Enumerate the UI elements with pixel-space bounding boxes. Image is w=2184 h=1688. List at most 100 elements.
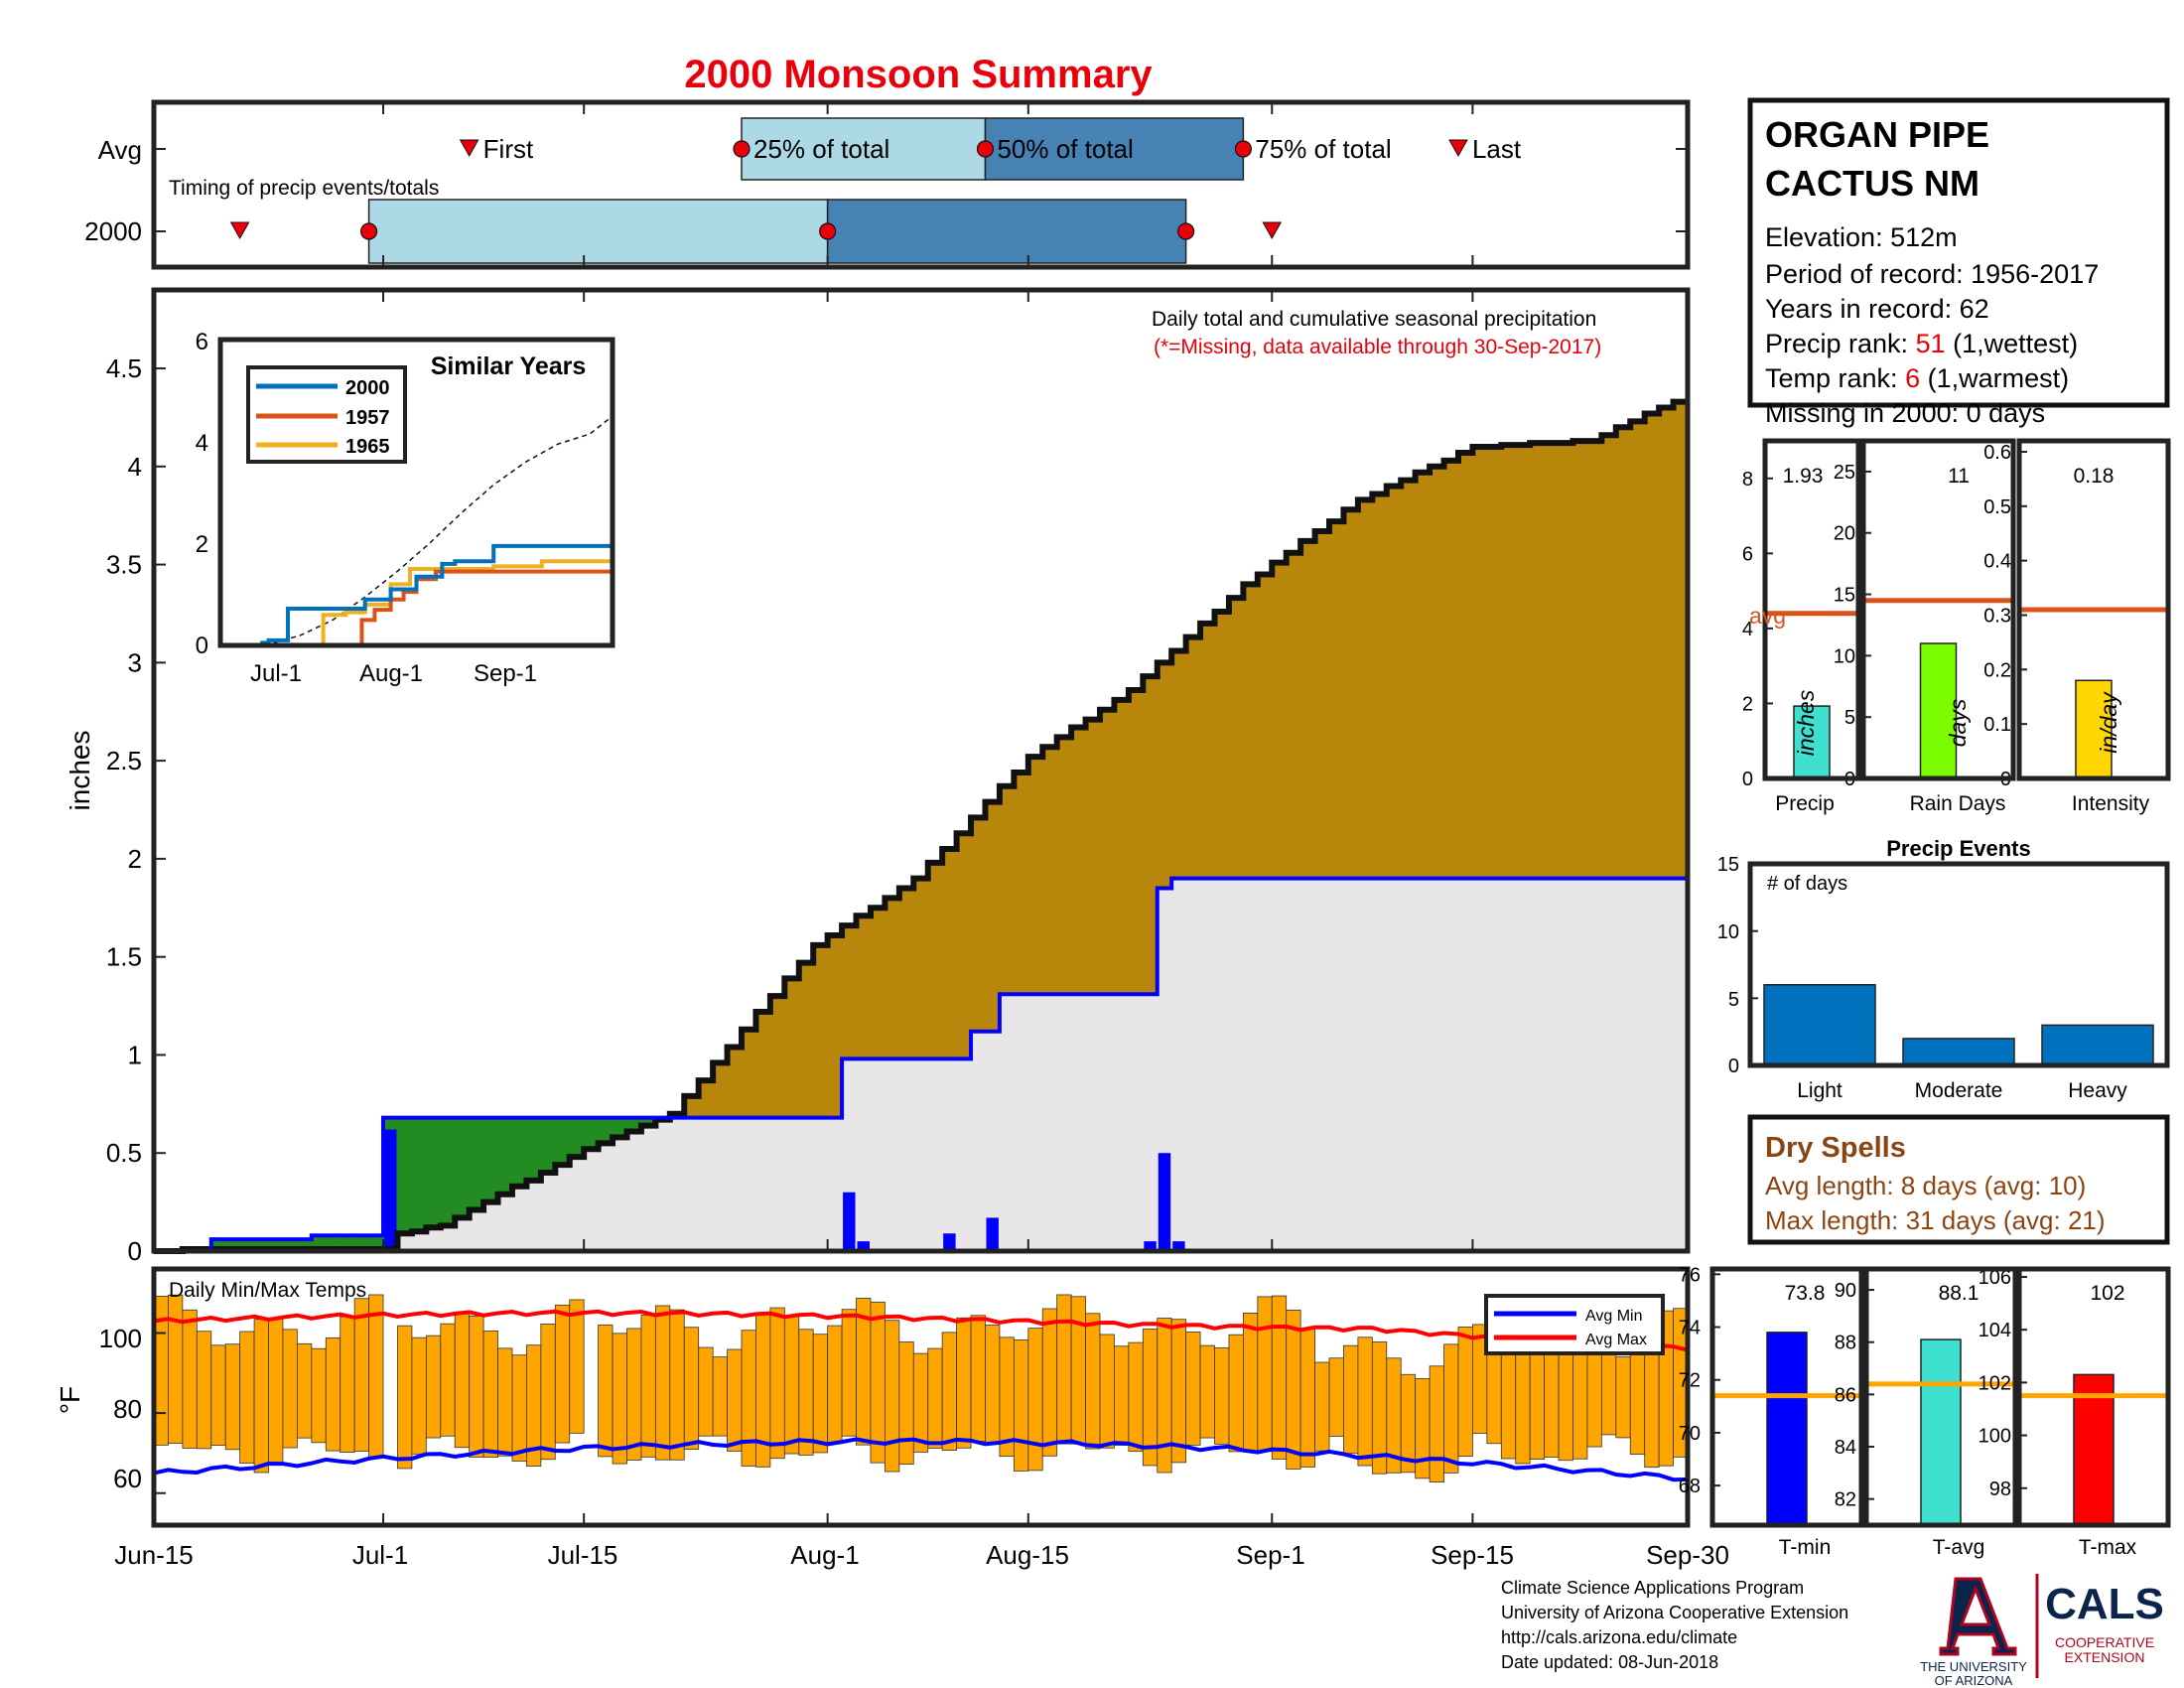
avg-precip-area — [698, 1117, 714, 1251]
below-average-area — [254, 1239, 269, 1250]
above-average-area — [956, 833, 972, 1059]
below-average-area — [440, 1117, 456, 1226]
avg-precip-area — [798, 1117, 814, 1251]
inset-x-tick: Jul-1 — [250, 660, 302, 687]
below-average-area — [326, 1235, 341, 1250]
temp-mini-y-tick: 100 — [1979, 1426, 2011, 1448]
above-average-area — [1501, 445, 1517, 879]
avg-precip-area — [856, 1058, 872, 1251]
below-average-area — [210, 1239, 226, 1250]
station-missing: Missing in 2000: 0 days — [1765, 398, 2045, 428]
ua-wordmark-line1: THE UNIVERSITY — [1920, 1659, 2027, 1674]
temp-mini-y-tick: 84 — [1835, 1437, 1856, 1459]
precip-y-tick: 2 — [128, 844, 142, 874]
above-average-area — [1099, 709, 1115, 995]
avg-precip-area — [1200, 878, 1215, 1251]
cals-sub-line1: COOPERATIVE — [2055, 1634, 2154, 1650]
avg-precip-area — [1615, 878, 1631, 1251]
inset-y-tick: 2 — [196, 531, 208, 558]
precip-events-panel: Precip Events # of days 0 5 10 15 Light … — [1717, 836, 2170, 1102]
avg-min-temp-line — [153, 1437, 1689, 1482]
mini-y-tick: 0.6 — [1983, 442, 2011, 464]
mini-y-tick: 10 — [1834, 645, 1855, 667]
below-average-area — [640, 1117, 656, 1126]
cumulative-2000-line — [154, 398, 1688, 1254]
timing-box-q1 — [741, 117, 987, 181]
avg-precip-area — [411, 1231, 427, 1251]
above-average-area — [1644, 413, 1660, 879]
avg-precip-area — [985, 1031, 1001, 1251]
daily-precip-bar — [1144, 1241, 1157, 1251]
daily-temp-range-bar — [540, 1324, 556, 1461]
above-average-area — [1286, 552, 1301, 879]
avg-precip-area — [569, 1157, 585, 1251]
block-a-logo-icon — [1939, 1577, 2017, 1656]
daily-temp-range-bar — [783, 1316, 800, 1455]
ua-wordmark-line2: OF ARIZONA — [1935, 1673, 2013, 1688]
avg-precip-area — [1214, 878, 1230, 1251]
below-average-area — [626, 1117, 642, 1132]
daily-temp-range-bar — [1357, 1336, 1373, 1467]
daily-temp-range-bar — [654, 1305, 671, 1461]
daily-temp-range-bar — [1157, 1318, 1172, 1474]
precip-mini-bar — [1793, 705, 1831, 779]
avg-precip-area — [1372, 878, 1388, 1251]
above-average-area — [927, 862, 943, 1059]
daily-temp-range-bar — [827, 1325, 843, 1444]
timing-dot-marker — [1234, 140, 1252, 158]
tmax-bar — [2073, 1373, 2115, 1526]
daily-temp-range-bar — [1328, 1357, 1344, 1437]
daily-precip-bar — [384, 1129, 397, 1251]
avg-precip-area — [613, 1137, 627, 1251]
tmax-frame — [2016, 1266, 2171, 1528]
daily-temp-range-bar — [712, 1356, 728, 1437]
avg-precip-area — [1128, 994, 1144, 1251]
daily-temp-range-bar — [1013, 1339, 1029, 1472]
avg-precip-area — [1572, 878, 1588, 1251]
above-average-area — [1559, 443, 1573, 879]
above-average-area — [985, 801, 1001, 1032]
avg-precip-area — [1014, 994, 1029, 1251]
mini-y-tick: 0.1 — [1983, 714, 2011, 736]
station-precip-rank: Precip rank: 51 (1,wettest) — [1765, 329, 2078, 358]
daily-temp-range-bar — [741, 1330, 756, 1467]
avg-precip-area — [1515, 878, 1531, 1251]
daily-temp-range-bar — [282, 1329, 298, 1449]
daily-temp-range-bar — [927, 1347, 943, 1449]
daily-temp-range-bar — [224, 1343, 241, 1451]
below-average-area — [569, 1117, 585, 1158]
inset-x-tick: Aug-1 — [359, 660, 423, 687]
raindays-mini-unit: days — [1945, 698, 1971, 747]
above-average-area — [1486, 447, 1502, 879]
above-average-area — [1472, 447, 1488, 879]
inset-series-2000 — [220, 543, 613, 647]
avg-precip-area — [1099, 994, 1115, 1251]
avg-precip-area — [1415, 878, 1431, 1251]
university-of-arizona-logo: THE UNIVERSITY OF ARIZONA CALS COOPERATI… — [1920, 1574, 2164, 1688]
above-average-area — [1401, 480, 1417, 879]
timing-panel: Avg 2000 Timing of precip events/totals … — [84, 99, 1691, 270]
temp-mini-y-tick: 68 — [1679, 1476, 1701, 1497]
x-axis: Jun-15 Jul-1 Jul-15 Aug-1 Aug-15 Sep-1 S… — [114, 1540, 1729, 1570]
above-average-area — [1586, 441, 1602, 879]
temp-mini-y-tick: 88 — [1835, 1333, 1856, 1354]
avg-precip-area — [1430, 878, 1444, 1251]
mini-y-tick: 6 — [1742, 543, 1753, 565]
timing-2000-label: 2000 — [84, 216, 142, 246]
above-average-area — [1128, 690, 1144, 995]
raindays-mini-bar — [1919, 642, 1958, 779]
daily-temp-range-bar — [1600, 1349, 1617, 1436]
timing-dot-marker — [733, 140, 751, 158]
above-average-area — [755, 1011, 771, 1118]
daily-temp-range-bar — [1085, 1313, 1101, 1450]
daily-temp-range-bar — [210, 1344, 226, 1447]
daily-temp-range-bar — [1242, 1312, 1259, 1453]
daily-temp-range-bar — [440, 1323, 456, 1437]
avg-precip-area — [626, 1131, 642, 1251]
above-average-area — [1572, 441, 1588, 879]
above-average-area — [1200, 623, 1215, 879]
station-info-frame — [1747, 97, 2170, 408]
temp-header: Daily Min/Max Temps — [169, 1279, 366, 1302]
daily-temp-range-bar — [898, 1341, 914, 1466]
